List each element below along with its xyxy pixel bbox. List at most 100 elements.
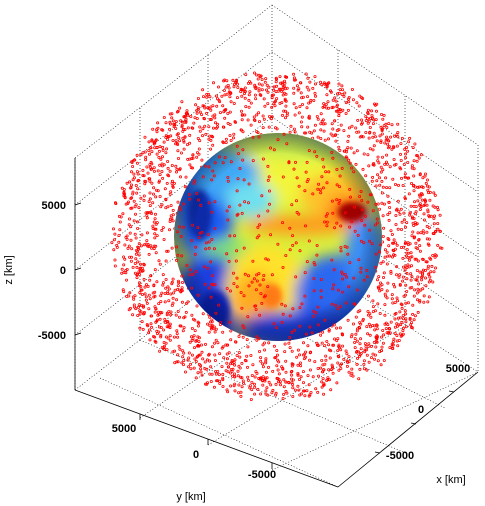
- scatter-point: [331, 105, 335, 109]
- scatter-point: [320, 385, 324, 389]
- scatter-point: [247, 105, 251, 109]
- scatter-point: [153, 294, 157, 298]
- scatter-point: [203, 342, 207, 346]
- scatter-point: [170, 303, 174, 307]
- scatter-point: [138, 309, 142, 313]
- scatter-point: [158, 145, 162, 149]
- scatter-point: [303, 394, 307, 398]
- scatter-point: [194, 270, 198, 274]
- scatter-point: [200, 113, 204, 117]
- scatter-point: [123, 243, 127, 247]
- scatter-point: [378, 284, 382, 288]
- scatter-point: [237, 391, 241, 395]
- scatter-point: [292, 72, 296, 76]
- scatter-point: [246, 274, 250, 278]
- scatter-point: [180, 120, 184, 124]
- scatter-point: [191, 223, 195, 227]
- scatter-point: [285, 142, 289, 146]
- scatter-point: [396, 130, 400, 134]
- scatter-point: [275, 376, 279, 380]
- scatter-point: [327, 378, 331, 382]
- scatter-point: [161, 176, 165, 180]
- scatter-point: [265, 376, 269, 380]
- scatter-point: [260, 83, 264, 87]
- scatter-point: [347, 285, 351, 289]
- scatter-point: [271, 369, 275, 373]
- scatter-point: [250, 373, 254, 377]
- scatter-point: [333, 119, 337, 123]
- scatter-point: [332, 337, 336, 341]
- scatter-point: [180, 289, 184, 293]
- scatter-point: [195, 111, 199, 115]
- scatter-point: [192, 181, 196, 185]
- scatter-point: [263, 348, 267, 352]
- scatter-point: [181, 127, 185, 131]
- scatter-point: [274, 80, 278, 84]
- scatter-point: [198, 139, 202, 143]
- scatter-point: [377, 250, 381, 254]
- scatter-point: [313, 123, 317, 127]
- scatter-point: [231, 78, 235, 82]
- scatter-point: [368, 116, 372, 120]
- scatter-point: [376, 202, 380, 206]
- scatter-point: [375, 221, 379, 225]
- scatter-point: [205, 381, 209, 385]
- scatter-point: [241, 148, 245, 152]
- scatter-point: [157, 312, 161, 316]
- scatter-point: [304, 131, 308, 135]
- scatter-point: [160, 155, 164, 159]
- scatter-point: [232, 282, 236, 286]
- scatter-point: [238, 203, 242, 207]
- scatter-point: [321, 330, 325, 334]
- scatter-point: [250, 280, 254, 284]
- scatter-point: [414, 278, 418, 282]
- scatter-point: [200, 158, 204, 162]
- scatter-point: [408, 242, 412, 246]
- scatter-point: [160, 345, 164, 349]
- scatter-point: [141, 305, 145, 309]
- scatter-point: [279, 87, 283, 91]
- scatter-point: [171, 119, 175, 123]
- scatter-point: [412, 236, 416, 240]
- scatter-point: [438, 213, 442, 217]
- scatter-point: [382, 202, 386, 206]
- scatter-point: [368, 130, 372, 134]
- scatter-point: [409, 204, 413, 208]
- scatter-point: [292, 102, 296, 106]
- scatter-point: [337, 91, 341, 95]
- scatter-point: [264, 370, 268, 374]
- scatter-point: [415, 291, 419, 295]
- scatter-point: [401, 183, 405, 187]
- scatter-point: [307, 114, 311, 118]
- scatter-point: [366, 200, 370, 204]
- scatter-point: [401, 317, 405, 321]
- scatter-point: [303, 131, 307, 135]
- scatter-point: [170, 112, 174, 116]
- scatter-point: [131, 164, 135, 168]
- scatter-point: [213, 116, 217, 120]
- scatter-point: [178, 175, 182, 179]
- scatter-point: [325, 93, 329, 97]
- scatter-point: [392, 157, 396, 161]
- scatter-point: [135, 265, 139, 269]
- scatter-point: [168, 169, 172, 173]
- scatter-point: [186, 157, 190, 161]
- scatter-point: [247, 93, 251, 97]
- scatter-point: [429, 257, 433, 261]
- scatter-point: [316, 366, 320, 370]
- scatter-point: [133, 261, 137, 265]
- scatter-point: [166, 205, 170, 209]
- scatter-point: [335, 338, 339, 342]
- scatter-point: [344, 112, 348, 116]
- scatter-point: [220, 365, 224, 369]
- scatter-point: [395, 243, 399, 247]
- scatter-point: [323, 318, 327, 322]
- scatter-point: [331, 156, 335, 160]
- scatter-point: [360, 218, 364, 222]
- y-tick-label: 5000: [112, 423, 136, 435]
- y-tick-label: 0: [193, 449, 199, 461]
- scatter-point: [404, 312, 408, 316]
- scatter-point: [168, 334, 172, 338]
- scatter-point: [192, 121, 196, 125]
- scatter-point: [208, 324, 212, 328]
